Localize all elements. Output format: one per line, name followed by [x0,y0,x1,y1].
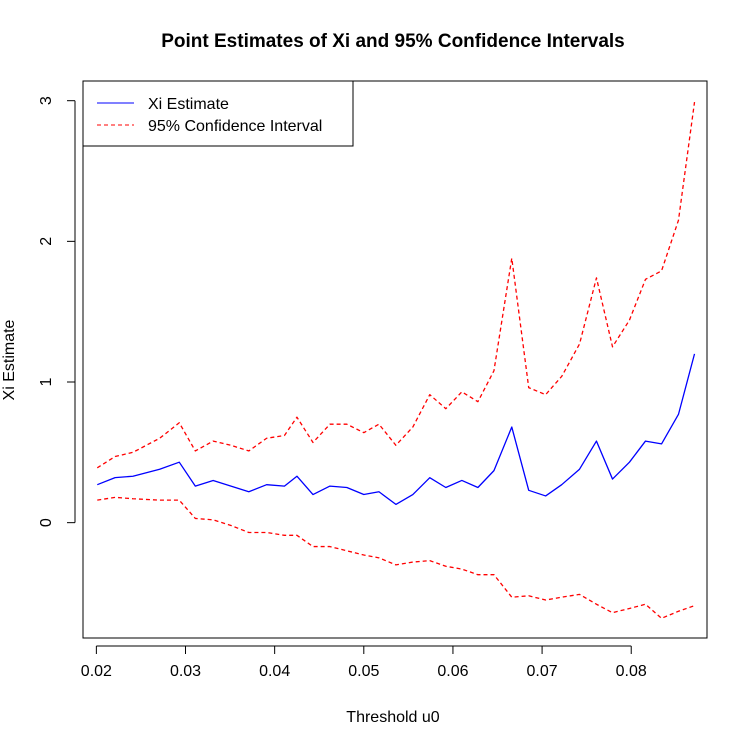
x-tick-label: 0.08 [616,663,647,680]
y-axis: 0 1 2 3 [38,96,76,527]
plot-frame [82,80,708,639]
x-axis: 0.02 0.03 0.04 0.05 0.06 0.07 0.08 [81,645,647,680]
y-tick-label: 0 [38,518,55,527]
x-tick-label: 0.03 [170,663,201,680]
series-layer [96,102,696,619]
chart-title: Point Estimates of Xi and 95% Confidence… [161,31,625,52]
y-tick-label: 1 [38,377,55,386]
x-tick-label: 0.06 [437,663,468,680]
y-tick-label: 2 [38,237,55,246]
y-axis-label: Xi Estimate [1,319,18,400]
legend-label-xi-estimate: Xi Estimate [148,96,229,113]
x-tick-label: 0.02 [81,663,112,680]
x-tick-label: 0.05 [348,663,379,680]
legend-label-confidence-interval: 95% Confidence Interval [148,118,322,135]
x-tick-label: 0.07 [527,663,558,680]
series-ci-upper [96,102,696,469]
x-axis-label: Threshold u0 [346,709,439,726]
y-tick-label: 3 [38,96,55,105]
series-ci-lower [97,496,695,619]
x-tick-label: 0.04 [259,663,290,680]
legend: Xi Estimate 95% Confidence Interval [82,80,354,147]
legend-box [82,80,354,147]
series-xi-estimate [97,353,696,506]
